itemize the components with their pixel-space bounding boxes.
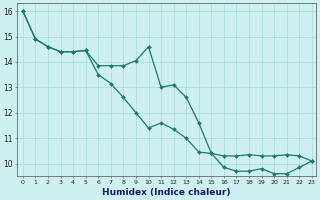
X-axis label: Humidex (Indice chaleur): Humidex (Indice chaleur) xyxy=(102,188,230,197)
